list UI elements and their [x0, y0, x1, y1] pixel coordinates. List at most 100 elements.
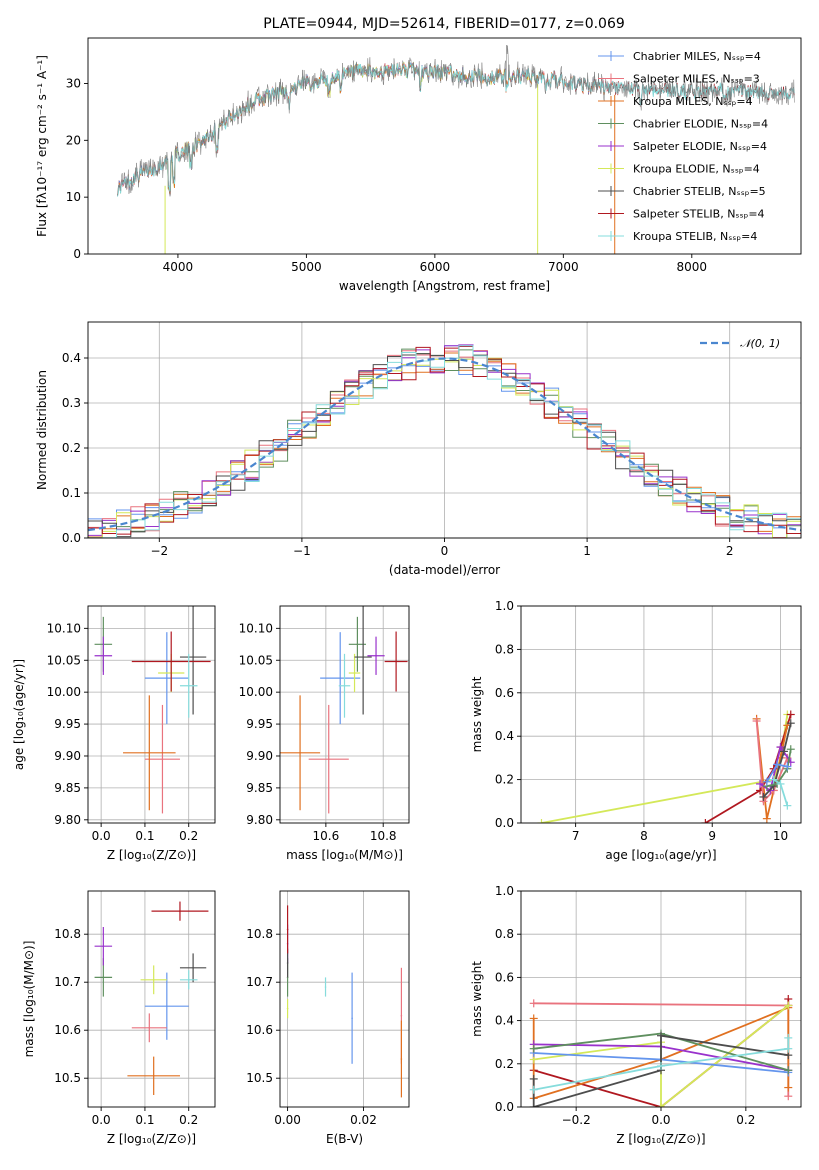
weight_vs_age-series-chabrier_elodie — [766, 749, 792, 787]
spectrum-ytick-label-3: 30 — [66, 76, 81, 90]
age_vs_Z-ytick-label-4: 10.00 — [47, 685, 81, 699]
age_vs_Z-xlabel: Z [log₁₀(Z/Z⊙)] — [107, 848, 196, 862]
mass_vs_Z-xtick-label-2: 0.2 — [179, 1113, 198, 1127]
weight_vs_age-xtick-label-3: 10 — [773, 829, 788, 843]
age_vs_mass-ytick-label-2: 9.90 — [246, 749, 273, 763]
mass_vs_Z-ytick-label-2: 10.7 — [54, 975, 81, 989]
weight_vs_Z-marker-salpeter_miles-2 — [784, 1092, 793, 1101]
weight_vs_age-xtick-label-1: 8 — [640, 829, 648, 843]
age_vs_Z-ytick-label-5: 10.05 — [47, 653, 81, 667]
weight_vs_age-plot-area — [537, 710, 795, 823]
weight_vs_age-marker-salpeter_stelib-0 — [701, 819, 710, 823]
spectrum-ytick-label-1: 10 — [66, 190, 81, 204]
weight_vs_age-ytick-label-1: 0.2 — [495, 773, 514, 787]
spectrum-legend-label-0: Chabrier MILES, Nₛₛₚ=4 — [633, 50, 761, 63]
age_vs_mass-point-kroupa_miles — [299, 751, 301, 754]
age_vs_mass-xtick-label-0: 10.6 — [313, 829, 340, 843]
age_vs_Z-point-salpeter_elodie — [102, 654, 105, 657]
age_vs_Z-plot-area — [94, 606, 211, 814]
mass_vs_ebv-point-salpeter_miles — [400, 1015, 403, 1017]
spectrum-legend-label-8: Kroupa STELIB, Nₛₛₚ=4 — [633, 230, 757, 243]
age_vs_mass-frame — [279, 605, 410, 824]
weight_vs_Z-xlabel: Z [log₁₀(Z/Z⊙)] — [616, 1132, 705, 1146]
mass_vs_ebv-point-kroupa_elodie — [286, 1007, 289, 1010]
weight_vs_Z-marker-chabrier_stelib-0 — [529, 1074, 538, 1083]
age_vs_Z-xtick-label-2: 0.2 — [179, 829, 198, 843]
weight-vs-age-panel: 7 8 9 10 0.0 0.2 0.4 0.6 0.8 1.0 age [log₁₀(age/yr… — [470, 599, 802, 862]
spectrum-panel: PLATE=0944, MJD=52614, FIBERID=0177, z=0… — [35, 16, 802, 293]
spectrum-xlabel: wavelength [Angstrom, rest frame] — [339, 279, 550, 293]
weight_vs_age-ytick-label-5: 1.0 — [495, 599, 514, 613]
age_vs_Z-point-salpeter_miles — [161, 758, 164, 760]
age_vs_mass-ytick-label-6: 10.10 — [239, 621, 273, 635]
weight_vs_Z-ytick-label-5: 1.0 — [495, 884, 514, 898]
weight_vs_age-marker-chabrier_miles-1 — [773, 760, 782, 769]
mass_vs_Z-point-chabrier_stelib — [192, 967, 194, 969]
weight_vs_age-marker-chabrier_stelib-2 — [779, 747, 788, 756]
mass_vs_Z-point-kroupa_miles — [152, 1075, 155, 1077]
spectrum-ylabel: Flux [fλ10⁻¹⁷ erg cm⁻² s⁻¹ A⁻¹] — [35, 55, 49, 237]
mass_vs_ebv-xtick-label-0: 0.00 — [274, 1113, 301, 1127]
weight_vs_Z-xtick-label-1: 0.0 — [651, 1113, 670, 1127]
age_vs_mass-ytick-label-5: 10.05 — [239, 653, 273, 667]
weight_vs_age-ytick-label-0: 0.0 — [495, 816, 514, 830]
residuals-xtick-label-4: 2 — [726, 544, 734, 558]
age_vs_Z-ytick-label-0: 9.80 — [54, 813, 81, 827]
weight_vs_Z-marker-kroupa_elodie-2 — [657, 1103, 665, 1107]
residuals-legend-label: 𝒩(0, 1) — [740, 337, 780, 350]
residuals-legend: 𝒩(0, 1) — [700, 337, 780, 350]
spectrum-legend-label-2: Kroupa MILES, Nₛₛₚ=4 — [633, 95, 753, 108]
weight_vs_Z-xtick-label-0: −0.2 — [562, 1113, 591, 1127]
residuals-frame — [87, 321, 802, 539]
spectrum-legend-label-7: Salpeter STELIB, Nₛₛₚ=4 — [633, 208, 765, 221]
mass_vs_Z-point-chabrier_elodie — [102, 976, 105, 979]
spectrum-legend-label-6: Chabrier STELIB, Nₛₛₚ=5 — [633, 185, 766, 198]
weight_vs_Z-series-kroupa_elodie — [533, 1004, 789, 1107]
mass_vs_Z-ytick-label-1: 10.6 — [54, 1023, 81, 1037]
mass_vs_ebv-xlabel: E(B-V) — [326, 1132, 363, 1146]
weight_vs_age-ytick-label-3: 0.6 — [495, 686, 514, 700]
mass-vs-extinction-panel: 0.00 0.02 10.5 10.6 10.7 10.8 E(B-V) — [246, 890, 410, 1146]
weight_vs_Z-ytick-label-1: 0.2 — [495, 1057, 514, 1071]
mass_vs_ebv-frame — [279, 890, 410, 1108]
weight_vs_Z-marker-chabrier_stelib-3 — [657, 1031, 665, 1040]
weight_vs_age-xtick-label-0: 7 — [572, 829, 580, 843]
mass_vs_Z-ylabel: mass [log₁₀(M/M⊙)] — [22, 941, 36, 1058]
age_vs_mass-point-salpeter_elodie — [375, 654, 377, 657]
residual-hist-kroupa_stelib — [88, 345, 801, 538]
age_vs_mass-xtick-label-1: 10.8 — [370, 829, 397, 843]
weight_vs_age-marker-salpeter_miles-0 — [752, 717, 761, 726]
spectrum-xtick-label-4: 8000 — [677, 260, 708, 274]
age_vs_mass-point-kroupa_stelib — [343, 684, 346, 687]
age_vs_Z-point-chabrier_stelib — [192, 656, 194, 658]
age_vs_Z-frame — [87, 605, 216, 824]
weight_vs_Z-plot-area — [529, 995, 793, 1107]
mass_vs_Z-point-salpeter_miles — [148, 1027, 151, 1029]
weight_vs_Z-ytick-label-0: 0.0 — [495, 1100, 514, 1114]
age_vs_mass-point-chabrier_elodie — [356, 643, 359, 646]
residuals-xtick-label-2: 0 — [441, 544, 449, 558]
weight_vs_age-ylabel: mass weight — [470, 676, 484, 752]
weight_vs_age-marker-kroupa_miles-1 — [762, 814, 771, 823]
mass_vs_Z-point-kroupa_elodie — [152, 979, 155, 981]
weight_vs_age-marker-chabrier_stelib-3 — [786, 719, 795, 728]
mass_vs_ebv-ytick-label-1: 10.6 — [246, 1023, 273, 1037]
residuals-plot-area — [88, 344, 801, 538]
mass_vs_ebv-ytick-label-3: 10.8 — [246, 927, 273, 941]
weight_vs_Z-marker-kroupa_stelib-0 — [529, 1085, 538, 1094]
weight_vs_age-marker-kroupa_stelib-0 — [769, 775, 778, 784]
residuals-xlabel: (data-model)/error — [389, 563, 500, 577]
weight_vs_age-frame — [520, 605, 802, 824]
mass_vs_ebv-xtick-label-1: 0.02 — [350, 1113, 377, 1127]
age_vs_mass-point-kroupa_elodie — [353, 672, 356, 674]
spectrum-plot-area — [117, 45, 795, 254]
weight_vs_age-xlabel: age [log₁₀(age/yr)] — [605, 848, 716, 862]
age_vs_mass-xlabel: mass [log₁₀(M/M⊙)] — [286, 848, 403, 862]
spectrum-legend: Chabrier MILES, Nₛₛₚ=4 Salpeter MILES, Nₛ… — [598, 50, 768, 243]
mass_vs_Z-xtick-label-1: 0.1 — [135, 1113, 154, 1127]
weight_vs_age-xtick-label-2: 9 — [708, 829, 716, 843]
mass_vs_ebv-point-salpeter_stelib — [286, 928, 289, 931]
weight_vs_Z-marker-kroupa_stelib-1 — [657, 1061, 665, 1070]
weight_vs_age-marker-salpeter_stelib-4 — [786, 710, 795, 719]
